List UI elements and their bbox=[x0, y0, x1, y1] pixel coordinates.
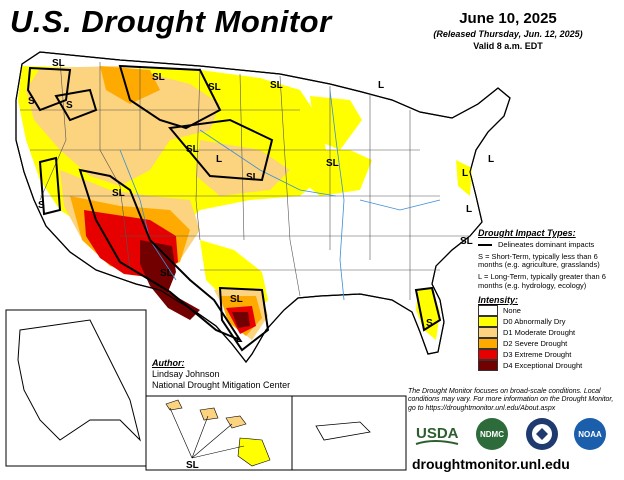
impact-lines bbox=[26, 64, 442, 352]
hawaii-lines bbox=[169, 407, 245, 459]
usda-logo: USDA bbox=[415, 425, 459, 445]
map-label: SL bbox=[326, 158, 339, 169]
intensity-list: None D0 Abnormally Dry D1 Moderate Droug… bbox=[478, 305, 624, 372]
website-url[interactable]: droughtmonitor.unl.edu bbox=[412, 456, 570, 472]
map-label: SL bbox=[460, 236, 473, 247]
swatch-d1 bbox=[478, 327, 498, 339]
intensity-row: D3 Extreme Drought bbox=[478, 349, 624, 361]
map-label: L bbox=[462, 168, 468, 179]
impact-line-row: Delineates dominant impacts bbox=[478, 240, 624, 250]
ndmc-logo: NDMC bbox=[476, 418, 508, 450]
impact-line-sample bbox=[478, 244, 492, 247]
intensity-row: D0 Abnormally Dry bbox=[478, 316, 624, 328]
map-date: June 10, 2025 bbox=[459, 10, 557, 27]
map-label: SL bbox=[270, 80, 283, 91]
d0-great-lakes bbox=[310, 96, 362, 150]
map-label: SL bbox=[246, 172, 259, 183]
map-label: SL bbox=[208, 82, 221, 93]
map-label: S bbox=[66, 100, 73, 111]
usda-logo-text: USDA bbox=[416, 425, 459, 442]
map-label: S bbox=[426, 318, 433, 329]
map-label: SL bbox=[112, 188, 125, 199]
map-label: L bbox=[236, 334, 242, 345]
date-block: June 10, 2025 (Released Thursday, Jun. 1… bbox=[408, 10, 608, 51]
intensity-row: D4 Exceptional Drought bbox=[478, 360, 624, 372]
impact-delineates: Delineates dominant impacts bbox=[498, 240, 595, 249]
swatch-d2 bbox=[478, 338, 498, 350]
map-label: SL bbox=[160, 268, 173, 279]
intensity-label: None bbox=[503, 306, 521, 316]
valid-time: Valid 8 a.m. EDT bbox=[473, 41, 543, 51]
map-label: SL bbox=[152, 72, 165, 83]
noaa-logo-text: NOAA bbox=[578, 430, 602, 439]
d0-midwest bbox=[300, 150, 372, 196]
map-label: S bbox=[38, 200, 45, 211]
alaska-shape bbox=[17, 319, 141, 442]
intensity-row: D2 Severe Drought bbox=[478, 338, 624, 350]
short-term-row: S = Short-Term, typically less than 6 mo… bbox=[478, 251, 624, 270]
d2-northwest bbox=[100, 66, 160, 104]
map-label: L bbox=[216, 154, 222, 165]
intensity-heading: Intensity: bbox=[478, 295, 519, 306]
intensity-label: D4 Exceptional Drought bbox=[503, 361, 583, 371]
intensity-label: D0 Abnormally Dry bbox=[503, 317, 566, 327]
d0-florida bbox=[416, 288, 440, 340]
d4-texas bbox=[232, 312, 250, 328]
swatch-none bbox=[478, 305, 498, 317]
d1-west bbox=[26, 66, 220, 186]
long-term-row: L = Long-Term, typically greater than 6 … bbox=[478, 271, 624, 290]
map-label: SL bbox=[52, 58, 65, 69]
map-title: U.S. Drought Monitor bbox=[10, 4, 332, 39]
legend: Drought Impact Types: Delineates dominan… bbox=[478, 228, 624, 372]
state-borders bbox=[20, 59, 470, 300]
rivers bbox=[119, 89, 441, 301]
intensity-row: None bbox=[478, 305, 624, 317]
map-label: SL bbox=[186, 144, 199, 155]
author-heading: Author: bbox=[152, 358, 185, 368]
map-label: SL bbox=[230, 294, 243, 305]
author-org: National Drought Mitigation Center bbox=[152, 379, 291, 390]
author-block: Author: Lindsay Johnson National Drought… bbox=[152, 358, 290, 390]
ndmc-logo-text: NDMC bbox=[480, 430, 504, 439]
map-label: S bbox=[28, 96, 35, 107]
long-term-text: L = Long-Term, typically greater than 6 … bbox=[478, 271, 606, 290]
swatch-d4 bbox=[478, 360, 498, 372]
release-date: (Released Thursday, Jun. 12, 2025) bbox=[433, 29, 583, 39]
author-name: Lindsay Johnson bbox=[152, 368, 220, 379]
d4-southwest bbox=[140, 240, 200, 320]
intensity-label: D3 Extreme Drought bbox=[503, 350, 572, 360]
swatch-d0 bbox=[478, 316, 498, 328]
map-label: L bbox=[378, 80, 384, 91]
map-label: L bbox=[466, 204, 472, 215]
puerto-rico-shape bbox=[315, 421, 371, 441]
d1-plains bbox=[196, 140, 290, 196]
noaa-logo: NOAA bbox=[574, 418, 606, 450]
map-label: L bbox=[488, 154, 494, 165]
impact-heading: Drought Impact Types: bbox=[478, 228, 576, 238]
map-labels: SL SL SL SL L S S SL L SL SL S L SL L SL… bbox=[28, 58, 494, 345]
hawaii-label: SL bbox=[186, 460, 199, 471]
d0-east bbox=[456, 160, 472, 196]
doc-seal-icon bbox=[526, 418, 558, 450]
intensity-label: D2 Severe Drought bbox=[503, 339, 568, 349]
intensity-row: D1 Moderate Drought bbox=[478, 327, 624, 339]
disclaimer-note: The Drought Monitor focuses on broad-sca… bbox=[408, 388, 614, 412]
intensity-label: D1 Moderate Drought bbox=[503, 328, 576, 338]
swatch-d3 bbox=[478, 349, 498, 361]
conus-border bbox=[15, 51, 511, 363]
logos: USDA NDMC NOAA bbox=[415, 418, 606, 450]
short-term-text: S = Short-Term, typically less than 6 mo… bbox=[478, 251, 600, 270]
